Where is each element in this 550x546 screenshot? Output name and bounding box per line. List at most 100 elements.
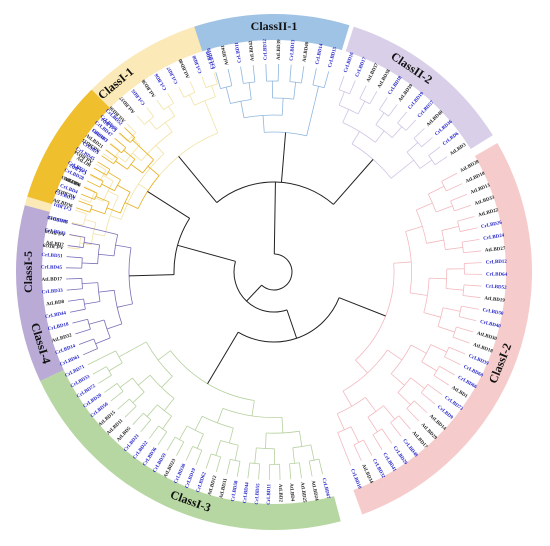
leaf-label: CrLBD32 <box>371 458 386 479</box>
branch-arc <box>230 99 252 104</box>
branch <box>353 444 362 461</box>
branch <box>441 225 459 231</box>
branch <box>336 413 345 430</box>
branch <box>262 115 265 133</box>
branch <box>306 119 312 136</box>
branch <box>410 344 427 354</box>
branch-arc <box>292 444 311 449</box>
branch-arc <box>462 284 465 296</box>
core-branch <box>286 309 298 339</box>
leaf-label: AtLBD32 <box>51 333 73 344</box>
branch <box>118 133 128 142</box>
branch <box>138 183 149 191</box>
branch <box>452 336 470 344</box>
branch <box>101 183 115 192</box>
branch-arc <box>141 131 173 161</box>
branch <box>433 375 449 386</box>
branch-arc <box>94 193 98 200</box>
branch <box>83 348 98 356</box>
branch <box>132 412 144 425</box>
branch <box>234 445 239 461</box>
branch-arc <box>444 346 450 357</box>
branch-arc <box>192 446 202 451</box>
leaf-label: AtLBD10 <box>465 171 486 184</box>
branch <box>398 415 411 430</box>
branch <box>66 256 83 259</box>
branch <box>90 208 105 215</box>
leaf-label: CrLBD24 <box>483 233 505 241</box>
branch <box>110 142 121 151</box>
leaf-label: CrLBD14 <box>315 43 324 65</box>
leaf-label: CrLBD51 <box>41 253 63 260</box>
branch <box>131 136 141 146</box>
branch <box>185 446 194 461</box>
leaf-label: CrLBD9 <box>436 405 454 421</box>
branch <box>132 391 145 403</box>
branch <box>421 361 437 372</box>
branch <box>301 66 305 84</box>
branch <box>127 123 137 133</box>
leaf-label: AtLBD42 <box>249 40 256 61</box>
branch <box>446 183 463 192</box>
branch-arc <box>128 247 133 304</box>
branch <box>67 247 80 250</box>
leaf-label: CrLBD67 <box>321 478 331 500</box>
branch <box>165 122 173 133</box>
branch <box>442 307 461 312</box>
branch <box>213 122 219 134</box>
branch <box>68 298 84 302</box>
branch <box>95 196 110 203</box>
branch <box>67 245 84 248</box>
branch <box>108 362 123 372</box>
branch-arc <box>337 397 366 415</box>
branch <box>265 432 267 449</box>
branch <box>461 238 480 243</box>
branch-arc <box>97 244 100 264</box>
leaf-label: CrLBD9 <box>206 50 216 70</box>
branch <box>92 366 107 375</box>
leaf-label: CrLBD10 <box>349 468 362 490</box>
branch <box>439 365 455 376</box>
branch <box>428 146 441 156</box>
branch <box>194 416 203 431</box>
branch <box>124 405 137 418</box>
branch <box>365 397 377 412</box>
tree-branches <box>66 64 482 480</box>
branch <box>178 86 185 98</box>
branch <box>71 222 84 226</box>
core-branch <box>333 159 374 205</box>
branch <box>420 392 436 405</box>
branch <box>117 303 133 308</box>
leaf-label: AtLBD41 <box>221 44 231 66</box>
branch <box>80 193 95 200</box>
branch <box>426 239 444 244</box>
branch-arc <box>312 84 325 89</box>
branch <box>95 163 107 171</box>
branch <box>397 111 408 124</box>
branch <box>69 308 86 313</box>
branch <box>254 447 257 464</box>
branch <box>372 434 383 450</box>
branch <box>456 326 474 333</box>
branch <box>130 163 143 174</box>
branch <box>457 216 475 222</box>
branch <box>109 143 122 154</box>
branch <box>104 383 118 393</box>
branch-arc <box>113 158 118 165</box>
branch <box>101 155 114 165</box>
branch <box>168 106 176 117</box>
branch <box>75 209 87 215</box>
branch <box>397 392 411 406</box>
branch <box>310 444 315 461</box>
branch-arc <box>142 159 154 174</box>
leaf-label: CrLBD58 <box>231 480 240 502</box>
leaf-label: AtLBD39 <box>277 39 282 60</box>
branch <box>115 154 126 163</box>
branch <box>464 262 482 264</box>
branch-arc <box>375 124 393 138</box>
branch <box>463 250 481 254</box>
leaf-label: CrLBD4 <box>59 184 79 196</box>
branch-arc <box>372 428 383 436</box>
branch <box>363 439 373 456</box>
branch <box>454 204 472 212</box>
